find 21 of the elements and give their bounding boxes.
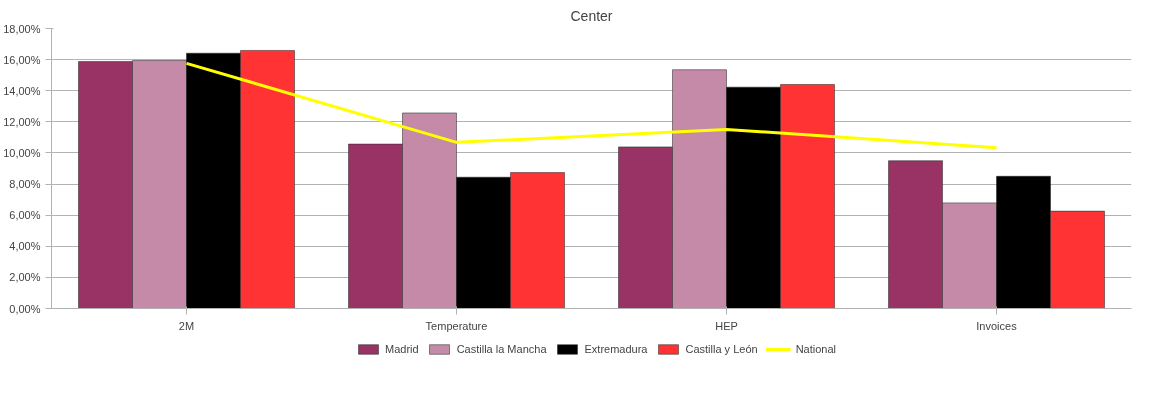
x-tick-label: Temperature — [425, 319, 488, 332]
y-tick-label: 8,00% — [9, 178, 41, 191]
legend-label: Castilla la Mancha — [456, 343, 547, 355]
legend-label: Castilla y León — [685, 343, 758, 355]
legend-label: Extremadura — [584, 343, 648, 355]
y-tick-label: 6,00% — [9, 209, 41, 222]
y-tick-label: 14,00% — [3, 84, 41, 97]
y-tick-label: 2,00% — [9, 271, 41, 284]
y-tick-label: 0,00% — [9, 302, 41, 315]
y-tick-label: 18,00% — [3, 22, 41, 35]
y-tick-label: 10,00% — [3, 146, 41, 159]
x-tick-label: Invoices — [976, 319, 1018, 332]
line-series — [185, 61, 998, 150]
y-tick-label: 4,00% — [9, 240, 41, 253]
y-tick-label: 12,00% — [3, 115, 41, 128]
chart-title: Center — [570, 7, 613, 24]
y-tick-label: 16,00% — [3, 53, 41, 66]
x-tick-label: HEP — [715, 319, 738, 332]
legend-label: National — [795, 343, 836, 355]
x-tick-label: 2M — [178, 319, 195, 332]
legend-label: Madrid — [385, 343, 419, 355]
